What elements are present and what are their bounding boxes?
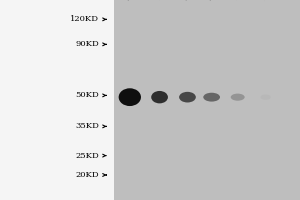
Ellipse shape: [260, 95, 271, 100]
Ellipse shape: [179, 92, 196, 102]
Text: 120KD: 120KD: [70, 15, 99, 23]
Text: 20μg: 20μg: [124, 0, 144, 2]
Ellipse shape: [203, 93, 220, 102]
Text: 1. 25μg: 1. 25μg: [232, 0, 259, 2]
Ellipse shape: [151, 91, 168, 103]
Ellipse shape: [119, 88, 141, 106]
Text: 10μg: 10μg: [154, 0, 174, 2]
Ellipse shape: [231, 94, 245, 101]
Text: 2. 5μg: 2. 5μg: [206, 0, 230, 2]
Text: 90KD: 90KD: [75, 40, 99, 48]
Text: 25KD: 25KD: [75, 152, 99, 160]
Text: 20KD: 20KD: [75, 171, 99, 179]
Text: 50KD: 50KD: [75, 91, 99, 99]
Text: 35KD: 35KD: [75, 122, 99, 130]
Text: 5μg: 5μg: [182, 0, 198, 2]
Bar: [114, 0, 300, 200]
Text: 0. 625μg: 0. 625μg: [260, 0, 291, 2]
